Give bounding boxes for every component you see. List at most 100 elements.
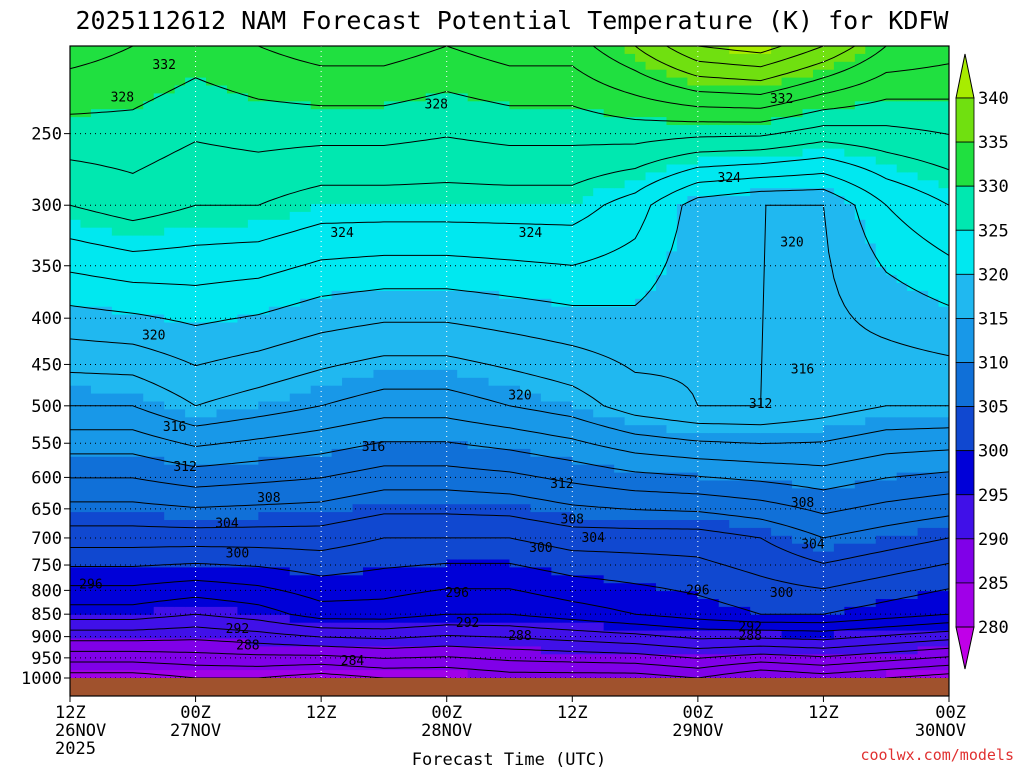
field-cell xyxy=(854,543,866,608)
field-cell xyxy=(279,219,291,308)
field-cell xyxy=(917,527,929,592)
field-cell xyxy=(792,614,804,640)
field-cell xyxy=(917,101,929,181)
field-cell xyxy=(718,606,730,632)
field-cell xyxy=(792,156,804,189)
y-tick-label: 600 xyxy=(31,468,62,488)
field-cell xyxy=(938,630,949,647)
field-cell xyxy=(718,654,730,679)
field-cell xyxy=(111,567,123,616)
field-cell xyxy=(206,606,218,640)
field-cell xyxy=(708,433,720,482)
isentrope-line xyxy=(70,579,949,624)
field-cell xyxy=(938,646,949,671)
field-cell xyxy=(457,670,469,679)
field-cell xyxy=(771,156,783,189)
field-cell xyxy=(488,559,500,624)
y-tick-label: 350 xyxy=(31,257,62,277)
field-cell xyxy=(363,290,375,379)
field-cell xyxy=(844,488,856,545)
colorbar-label: 300 xyxy=(978,442,1009,462)
field-cell xyxy=(247,464,259,521)
field-cell xyxy=(917,290,929,418)
field-cell xyxy=(593,575,605,624)
field-cell xyxy=(561,512,573,576)
colorbar-swatch xyxy=(955,318,975,363)
field-cell xyxy=(122,46,134,110)
field-cell xyxy=(624,583,636,632)
field-cell xyxy=(582,196,594,308)
contour-label: 304 xyxy=(581,531,605,546)
field-cell xyxy=(258,46,270,102)
field-cell xyxy=(247,101,259,221)
field-cell xyxy=(247,670,259,679)
field-cell xyxy=(582,575,594,624)
x-tick-label: 00Z xyxy=(682,703,713,723)
field-cell xyxy=(781,156,793,189)
field-cell xyxy=(739,125,751,158)
field-cell xyxy=(499,298,511,387)
contour-label: 328 xyxy=(425,97,448,112)
y-tick-label: 450 xyxy=(31,355,62,375)
field-cell xyxy=(467,504,479,561)
field-cell xyxy=(886,654,898,671)
field-cell xyxy=(488,204,500,292)
field-cell xyxy=(645,69,657,118)
field-cell xyxy=(206,46,218,87)
field-cell xyxy=(718,196,730,434)
field-cell xyxy=(478,504,490,561)
field-cell xyxy=(928,591,940,632)
field-cell xyxy=(279,101,291,221)
field-cell xyxy=(467,204,479,292)
field-cell xyxy=(237,567,249,616)
field-cell xyxy=(907,417,919,474)
field-cell xyxy=(363,377,375,442)
field-cell xyxy=(917,180,929,292)
field-cell xyxy=(457,377,469,442)
field-cell xyxy=(687,433,699,474)
x-tick-label: 12Z xyxy=(55,703,86,723)
field-cell xyxy=(132,235,144,316)
field-cell xyxy=(153,512,165,568)
field-cell xyxy=(854,654,866,679)
field-cell xyxy=(635,46,647,63)
isentrope-line xyxy=(70,562,949,615)
field-cell xyxy=(530,456,542,513)
field-cell xyxy=(844,425,856,489)
field-cell xyxy=(561,575,573,624)
isentrope-line xyxy=(70,140,949,222)
field-cell xyxy=(854,46,866,55)
field-cell xyxy=(561,46,573,110)
field-cell xyxy=(530,109,542,205)
field-cell xyxy=(226,638,239,671)
field-cell xyxy=(331,448,343,513)
field-cell xyxy=(509,109,521,205)
contour-label: 296 xyxy=(79,577,102,592)
isentrope-line xyxy=(70,661,949,679)
field-cell xyxy=(812,188,825,434)
field-cell xyxy=(310,204,322,300)
field-cell xyxy=(70,456,82,513)
field-cell xyxy=(132,670,144,679)
field-cell xyxy=(488,622,500,647)
field-cell xyxy=(886,599,898,632)
field-cell xyxy=(247,646,259,671)
field-cell xyxy=(279,512,291,568)
field-cell xyxy=(645,472,657,521)
field-cell xyxy=(258,101,270,221)
field-cell xyxy=(833,196,845,426)
field-cell xyxy=(342,646,354,671)
y-tick-label: 750 xyxy=(31,556,62,576)
field-cell xyxy=(363,204,375,292)
field-cell xyxy=(446,646,458,671)
field-cell xyxy=(321,575,333,624)
isentrope-line xyxy=(70,388,949,445)
field-cell xyxy=(823,638,835,655)
field-cell xyxy=(425,290,437,371)
field-cell xyxy=(415,290,427,371)
field-cell xyxy=(289,101,301,213)
field-cell xyxy=(844,654,856,679)
isentrope-line xyxy=(70,489,949,539)
field-cell xyxy=(781,117,793,158)
field-cell xyxy=(404,670,416,679)
